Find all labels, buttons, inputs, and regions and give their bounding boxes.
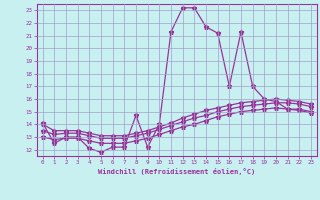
X-axis label: Windchill (Refroidissement éolien,°C): Windchill (Refroidissement éolien,°C) <box>98 168 255 175</box>
